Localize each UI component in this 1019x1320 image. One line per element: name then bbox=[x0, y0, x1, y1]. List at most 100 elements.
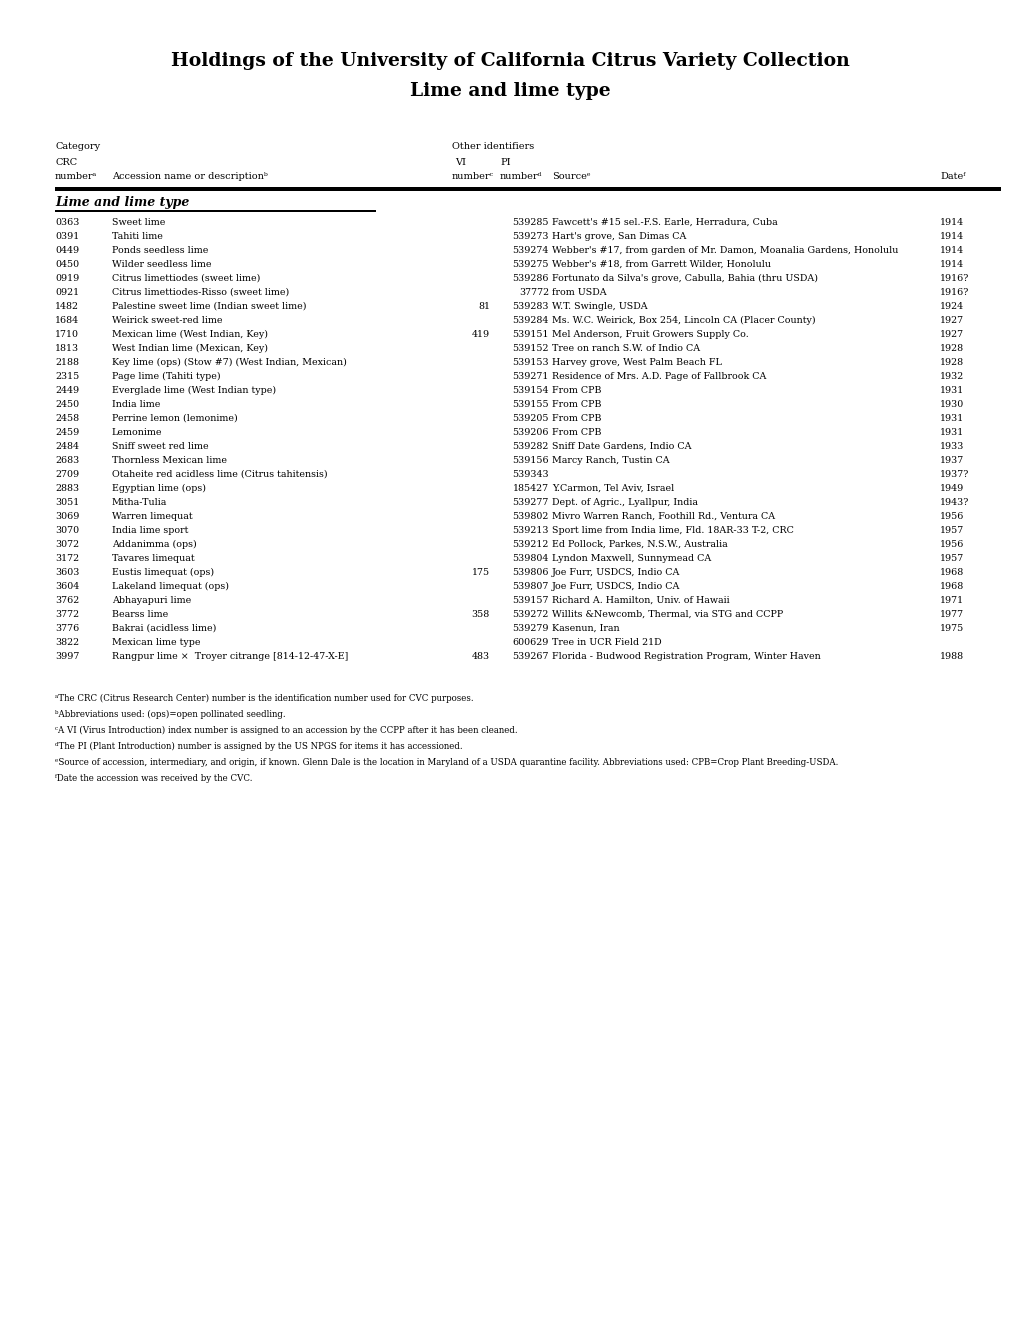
Text: 539212: 539212 bbox=[513, 540, 548, 549]
Text: 0391: 0391 bbox=[55, 232, 79, 242]
Text: 1937?: 1937? bbox=[940, 470, 968, 479]
Text: 3604: 3604 bbox=[55, 582, 79, 591]
Text: Mitha-Tulia: Mitha-Tulia bbox=[112, 498, 167, 507]
Text: Residence of Mrs. A.D. Page of Fallbrook CA: Residence of Mrs. A.D. Page of Fallbrook… bbox=[551, 372, 765, 381]
Text: 185427: 185427 bbox=[513, 484, 548, 492]
Text: 539206: 539206 bbox=[512, 428, 548, 437]
Text: 1949: 1949 bbox=[940, 484, 963, 492]
Text: 419: 419 bbox=[472, 330, 489, 339]
Text: 539267: 539267 bbox=[512, 652, 548, 661]
Text: Mivro Warren Ranch, Foothill Rd., Ventura CA: Mivro Warren Ranch, Foothill Rd., Ventur… bbox=[551, 512, 774, 521]
Text: Lime and lime type: Lime and lime type bbox=[410, 82, 609, 100]
Text: Rangpur lime ×  Troyer citrange [814-12-47-X-E]: Rangpur lime × Troyer citrange [814-12-4… bbox=[112, 652, 348, 661]
Text: Fortunato da Silva's grove, Cabulla, Bahia (thru USDA): Fortunato da Silva's grove, Cabulla, Bah… bbox=[551, 275, 817, 282]
Text: 3072: 3072 bbox=[55, 540, 79, 549]
Text: 539807: 539807 bbox=[513, 582, 548, 591]
Text: 539283: 539283 bbox=[512, 302, 548, 312]
Text: Eustis limequat (ops): Eustis limequat (ops) bbox=[112, 568, 214, 577]
Text: 600629: 600629 bbox=[513, 638, 548, 647]
Text: Willits &Newcomb, Thermal, via STG and CCPP: Willits &Newcomb, Thermal, via STG and C… bbox=[551, 610, 783, 619]
Text: ᶜA VI (Virus Introduction) index number is assigned to an accession by the CCPP : ᶜA VI (Virus Introduction) index number … bbox=[55, 726, 517, 735]
Text: 483: 483 bbox=[472, 652, 489, 661]
Text: 3070: 3070 bbox=[55, 525, 79, 535]
Text: Otaheite red acidless lime (Citrus tahitensis): Otaheite red acidless lime (Citrus tahit… bbox=[112, 470, 327, 479]
Text: 1930: 1930 bbox=[940, 400, 963, 409]
Text: Tree in UCR Field 21D: Tree in UCR Field 21D bbox=[551, 638, 661, 647]
Text: Harvey grove, West Palm Beach FL: Harvey grove, West Palm Beach FL bbox=[551, 358, 721, 367]
Text: 2883: 2883 bbox=[55, 484, 79, 492]
Text: Mexican lime type: Mexican lime type bbox=[112, 638, 201, 647]
Text: PI: PI bbox=[499, 158, 511, 168]
Text: 81: 81 bbox=[478, 302, 489, 312]
Text: Joe Furr, USDCS, Indio CA: Joe Furr, USDCS, Indio CA bbox=[551, 582, 680, 591]
Text: 1943?: 1943? bbox=[940, 498, 968, 507]
Text: 539802: 539802 bbox=[513, 512, 548, 521]
Text: Ponds seedless lime: Ponds seedless lime bbox=[112, 246, 208, 255]
Text: 539284: 539284 bbox=[513, 315, 548, 325]
Text: 539152: 539152 bbox=[512, 345, 548, 352]
Text: ᵇAbbreviations used: (ops)=open pollinated seedling.: ᵇAbbreviations used: (ops)=open pollinat… bbox=[55, 710, 285, 719]
Text: Other identifiers: Other identifiers bbox=[451, 143, 534, 150]
Text: Florida - Budwood Registration Program, Winter Haven: Florida - Budwood Registration Program, … bbox=[551, 652, 820, 661]
Text: 1924: 1924 bbox=[940, 302, 963, 312]
Text: 1928: 1928 bbox=[940, 358, 963, 367]
Text: 3051: 3051 bbox=[55, 498, 79, 507]
Text: West Indian lime (Mexican, Key): West Indian lime (Mexican, Key) bbox=[112, 345, 268, 354]
Text: 1684: 1684 bbox=[55, 315, 79, 325]
Text: Holdings of the University of California Citrus Variety Collection: Holdings of the University of California… bbox=[170, 51, 849, 70]
Text: 0363: 0363 bbox=[55, 218, 79, 227]
Text: 539285: 539285 bbox=[512, 218, 548, 227]
Text: ᵉSource of accession, intermediary, and origin, if known. Glenn Dale is the loca: ᵉSource of accession, intermediary, and … bbox=[55, 758, 838, 767]
Text: 539157: 539157 bbox=[512, 597, 548, 605]
Text: Tavares limequat: Tavares limequat bbox=[112, 554, 195, 564]
Text: 3762: 3762 bbox=[55, 597, 79, 605]
Text: 1932: 1932 bbox=[940, 372, 963, 381]
Text: 539286: 539286 bbox=[512, 275, 548, 282]
Text: 1977: 1977 bbox=[940, 610, 963, 619]
Text: 1931: 1931 bbox=[940, 385, 963, 395]
Text: 1916?: 1916? bbox=[940, 275, 968, 282]
Text: 1971: 1971 bbox=[940, 597, 963, 605]
Text: 1916?: 1916? bbox=[940, 288, 968, 297]
Text: 1933: 1933 bbox=[940, 442, 963, 451]
Text: 1968: 1968 bbox=[940, 582, 963, 591]
Text: Dept. of Agric., Lyallpur, India: Dept. of Agric., Lyallpur, India bbox=[551, 498, 697, 507]
Text: 539282: 539282 bbox=[513, 442, 548, 451]
Text: Marcy Ranch, Tustin CA: Marcy Ranch, Tustin CA bbox=[551, 455, 668, 465]
Text: Sniff sweet red lime: Sniff sweet red lime bbox=[112, 442, 209, 451]
Text: Category: Category bbox=[55, 143, 100, 150]
Text: W.T. Swingle, USDA: W.T. Swingle, USDA bbox=[551, 302, 647, 312]
Text: CRC: CRC bbox=[55, 158, 77, 168]
Text: Perrine lemon (lemonime): Perrine lemon (lemonime) bbox=[112, 414, 237, 422]
Text: 539155: 539155 bbox=[512, 400, 548, 409]
Text: India lime: India lime bbox=[112, 400, 160, 409]
Text: 539279: 539279 bbox=[512, 624, 548, 634]
Text: Tree on ranch S.W. of Indio CA: Tree on ranch S.W. of Indio CA bbox=[551, 345, 699, 352]
Text: 0449: 0449 bbox=[55, 246, 79, 255]
Text: Lakeland limequat (ops): Lakeland limequat (ops) bbox=[112, 582, 229, 591]
Text: Webber's #17, from garden of Mr. Damon, Moanalia Gardens, Honolulu: Webber's #17, from garden of Mr. Damon, … bbox=[551, 246, 898, 255]
Text: 539156: 539156 bbox=[512, 455, 548, 465]
Text: Bearss lime: Bearss lime bbox=[112, 610, 168, 619]
Text: 539343: 539343 bbox=[512, 470, 548, 479]
Text: Kasenun, Iran: Kasenun, Iran bbox=[551, 624, 619, 634]
Text: 3997: 3997 bbox=[55, 652, 79, 661]
Text: 3069: 3069 bbox=[55, 512, 79, 521]
Text: Everglade lime (West Indian type): Everglade lime (West Indian type) bbox=[112, 385, 276, 395]
Text: 2449: 2449 bbox=[55, 385, 79, 395]
Text: 1931: 1931 bbox=[940, 414, 963, 422]
Text: VI: VI bbox=[454, 158, 466, 168]
Text: Ms. W.C. Weirick, Box 254, Lincoln CA (Placer County): Ms. W.C. Weirick, Box 254, Lincoln CA (P… bbox=[551, 315, 815, 325]
Text: India lime sport: India lime sport bbox=[112, 525, 189, 535]
Text: 1927: 1927 bbox=[940, 315, 963, 325]
Text: 37772: 37772 bbox=[519, 288, 548, 297]
Text: Warren limequat: Warren limequat bbox=[112, 512, 193, 521]
Text: Lyndon Maxwell, Sunnymead CA: Lyndon Maxwell, Sunnymead CA bbox=[551, 554, 710, 564]
Text: Lime and lime type: Lime and lime type bbox=[55, 195, 190, 209]
Text: Hart's grove, San Dimas CA: Hart's grove, San Dimas CA bbox=[551, 232, 686, 242]
Text: numberᶜ: numberᶜ bbox=[451, 172, 493, 181]
Text: 3772: 3772 bbox=[55, 610, 79, 619]
Text: Lemonime: Lemonime bbox=[112, 428, 162, 437]
Text: Accession name or descriptionᵇ: Accession name or descriptionᵇ bbox=[112, 172, 268, 181]
Text: 1914: 1914 bbox=[940, 218, 963, 227]
